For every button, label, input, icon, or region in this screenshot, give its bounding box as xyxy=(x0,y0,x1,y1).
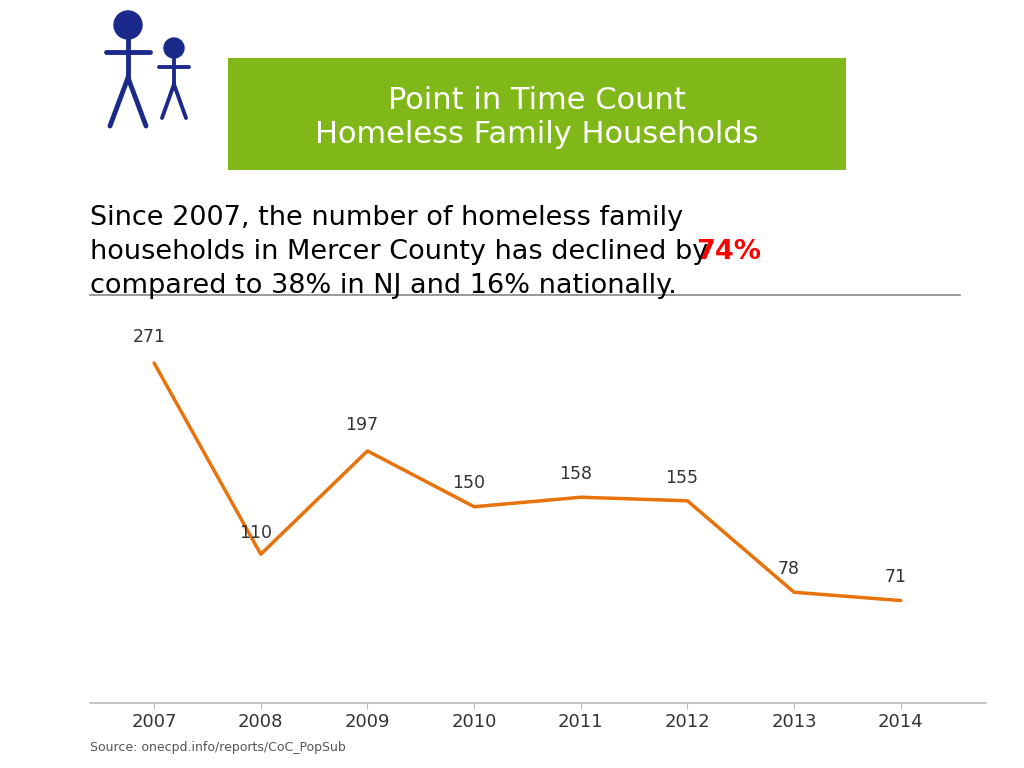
Text: 271: 271 xyxy=(132,329,165,346)
Text: Point in Time Count: Point in Time Count xyxy=(388,86,686,115)
Text: Since 2007, the number of homeless family: Since 2007, the number of homeless famil… xyxy=(90,205,683,231)
Text: Source: onecpd.info/reports/CoC_PopSub: Source: onecpd.info/reports/CoC_PopSub xyxy=(90,741,346,754)
Text: 71: 71 xyxy=(885,568,906,586)
Text: compared to 38% in NJ and 16% nationally.: compared to 38% in NJ and 16% nationally… xyxy=(90,273,677,299)
Text: 197: 197 xyxy=(345,416,379,434)
Text: 158: 158 xyxy=(559,465,592,483)
Circle shape xyxy=(114,11,142,39)
Text: households in Mercer County has declined by: households in Mercer County has declined… xyxy=(90,239,717,265)
Text: 110: 110 xyxy=(239,525,272,542)
Text: 150: 150 xyxy=(453,475,485,492)
Text: Homeless Family Households: Homeless Family Households xyxy=(315,120,759,149)
Circle shape xyxy=(164,38,184,58)
Text: 74%: 74% xyxy=(696,239,761,265)
Text: 155: 155 xyxy=(666,468,698,487)
Text: 78: 78 xyxy=(778,560,800,578)
FancyBboxPatch shape xyxy=(228,58,846,170)
